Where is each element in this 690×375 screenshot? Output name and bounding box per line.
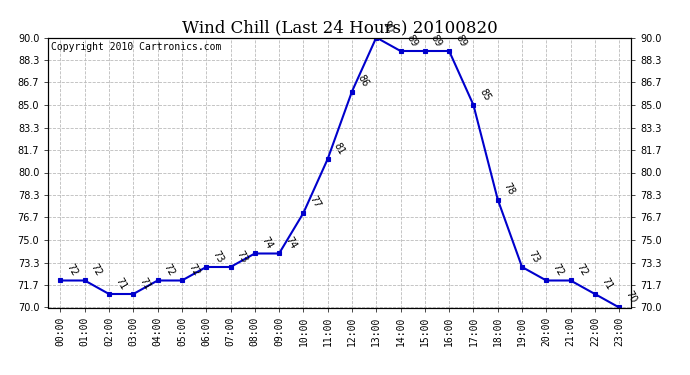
Text: 70: 70 — [623, 289, 638, 305]
Text: 72: 72 — [575, 262, 590, 278]
Text: 72: 72 — [161, 262, 177, 278]
Text: 81: 81 — [332, 141, 346, 156]
Text: 77: 77 — [308, 194, 322, 210]
Title: Wind Chill (Last 24 Hours) 20100820: Wind Chill (Last 24 Hours) 20100820 — [182, 19, 497, 36]
Text: 73: 73 — [526, 249, 541, 264]
Text: 72: 72 — [551, 262, 565, 278]
Text: 72: 72 — [89, 262, 104, 278]
Text: 71: 71 — [113, 276, 128, 291]
Text: 89: 89 — [453, 33, 468, 48]
Text: 74: 74 — [259, 235, 274, 251]
Text: 72: 72 — [186, 262, 201, 278]
Text: 89: 89 — [405, 33, 420, 48]
Text: 74: 74 — [284, 235, 298, 251]
Text: 78: 78 — [502, 181, 517, 197]
Text: 73: 73 — [235, 249, 250, 264]
Text: 71: 71 — [137, 276, 152, 291]
Text: 71: 71 — [599, 276, 614, 291]
Text: 89: 89 — [429, 33, 444, 48]
Text: Copyright 2010 Cartronics.com: Copyright 2010 Cartronics.com — [51, 42, 221, 51]
Text: 72: 72 — [65, 262, 79, 278]
Text: 85: 85 — [477, 87, 493, 102]
Text: 73: 73 — [210, 249, 225, 264]
Text: 86: 86 — [356, 73, 371, 89]
Text: 90: 90 — [380, 19, 395, 35]
